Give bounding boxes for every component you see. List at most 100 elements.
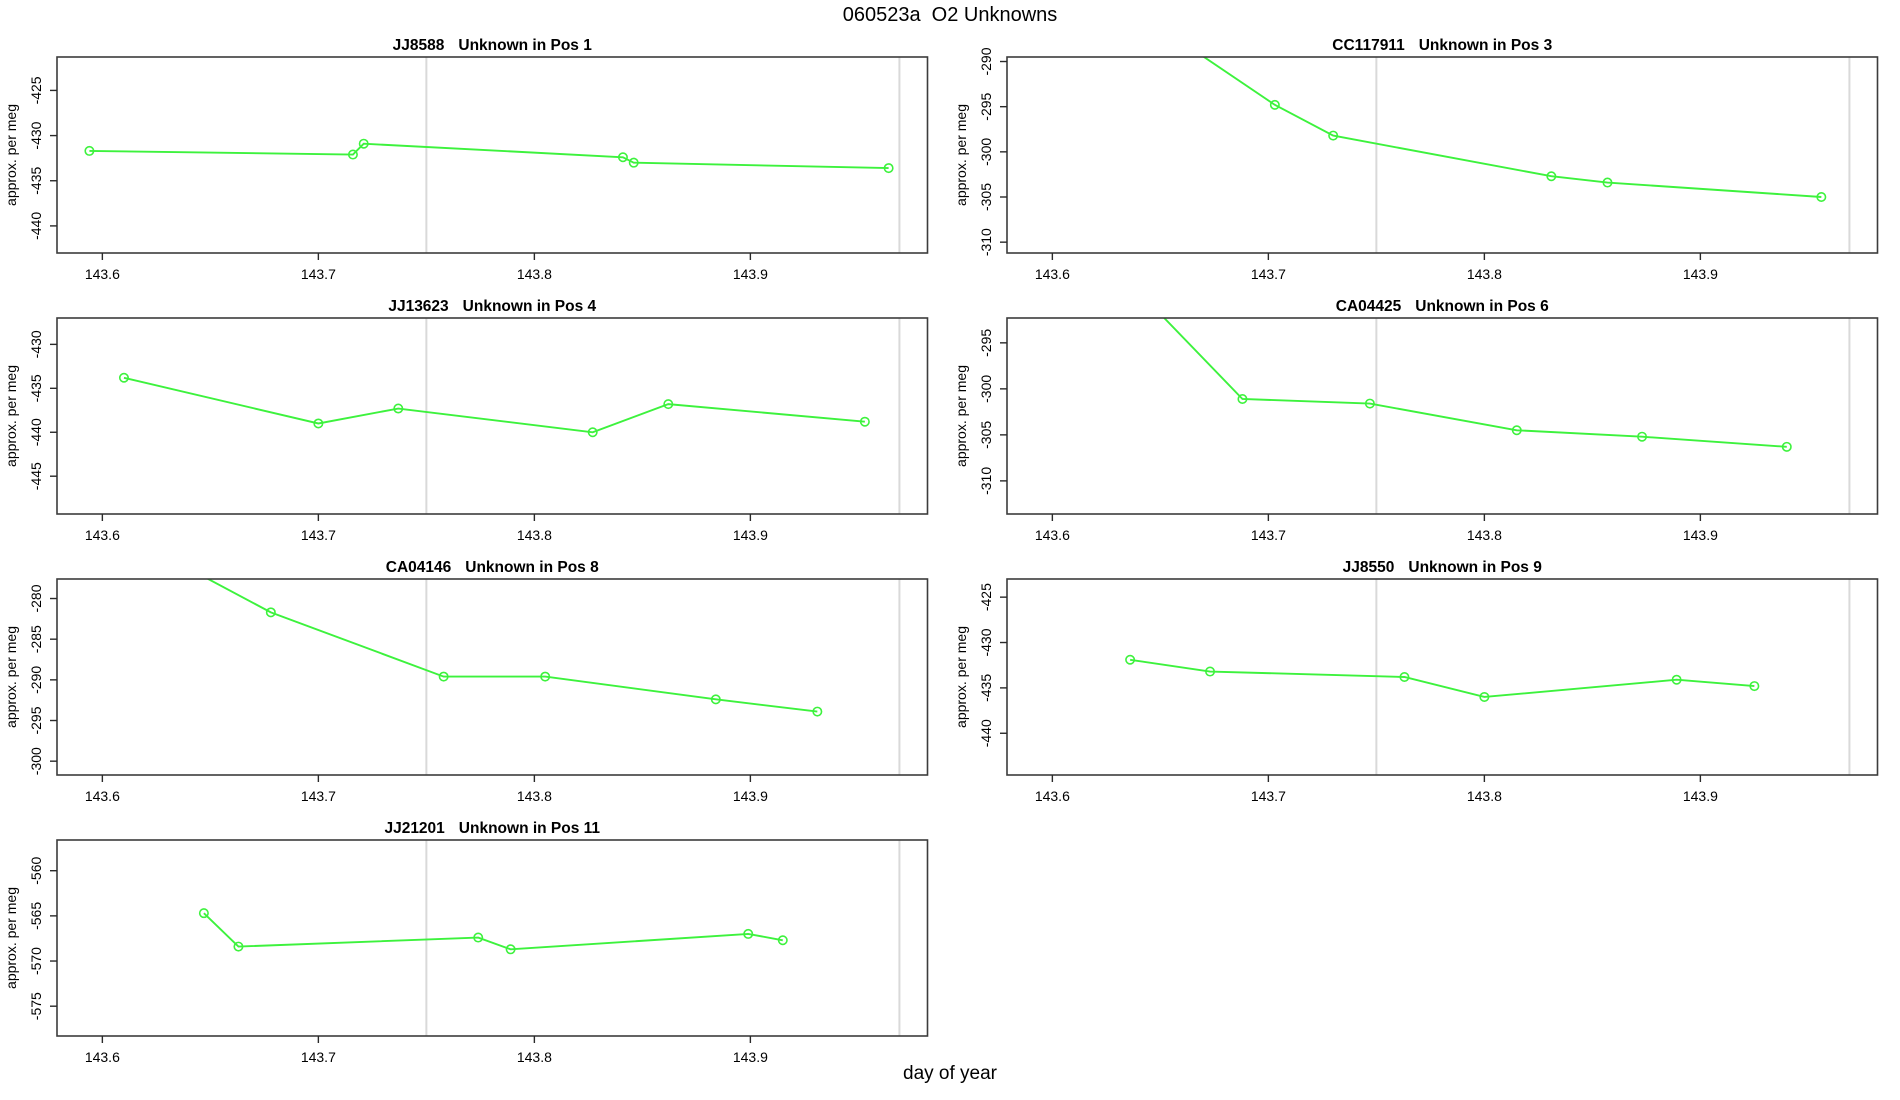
plot-line	[89, 142, 889, 170]
x-tick-label: 143.7	[301, 266, 336, 282]
y-tick-label: -575	[28, 992, 44, 1020]
data-point-marker	[1237, 393, 1248, 404]
plot-box-border	[1006, 56, 1879, 254]
x-tick-label: 143.6	[85, 266, 120, 282]
data-point-marker	[540, 671, 551, 682]
data-point-marker	[1546, 171, 1557, 182]
data-point-marker	[883, 163, 894, 174]
subplot-title: JJ8588 Unknown in Pos 1	[393, 37, 593, 54]
data-point-marker	[1749, 681, 1760, 692]
y-axis-label: approx. per meg	[3, 887, 19, 989]
y-tick-label: -445	[28, 462, 44, 490]
y-tick-label: -435	[28, 167, 44, 195]
x-tick-label: 143.8	[1467, 266, 1502, 282]
data-point-marker	[1781, 441, 1792, 452]
subplot-canvas-jj21201: JJ21201 Unknown in Pos 11 143.6 143.7 143.8 1…	[3, 820, 929, 1065]
data-point-marker	[777, 935, 788, 946]
x-tick-label: 143.9	[733, 527, 768, 543]
data-point-marker	[1816, 192, 1827, 203]
x-tick-label: 143.6	[85, 1049, 120, 1065]
y-tick-label: -310	[978, 467, 994, 495]
y-tick-label: -565	[28, 902, 44, 930]
plot-box-border	[56, 578, 929, 776]
y-axis-label: approx. per meg	[953, 626, 969, 728]
plot-line	[1162, 318, 1787, 448]
y-tick-label: -560	[28, 856, 44, 884]
y-tick-label: -295	[978, 92, 994, 120]
subplot-cc117911: CC117911 Unknown in Pos 3 143.6 143.7 143.8 1…	[950, 27, 1900, 293]
subplot-canvas-ca04425: CA04425 Unknown in Pos 6 143.6 143.7 143.8 14…	[953, 298, 1879, 543]
data-point-marker	[1125, 654, 1136, 665]
subplot-canvas-cc117911: CC117911 Unknown in Pos 3 143.6 143.7 143.8 1…	[953, 37, 1879, 282]
y-tick-label: -425	[978, 583, 994, 611]
figure-title: 060523a O2 Unknowns	[842, 4, 1058, 26]
data-point-marker	[438, 671, 449, 682]
data-point-marker	[1399, 672, 1410, 683]
x-tick-label: 143.6	[85, 788, 120, 804]
x-tick-label: 143.6	[1035, 527, 1070, 543]
plot-line	[1129, 658, 1755, 698]
subplot-ca04425: CA04425 Unknown in Pos 6 143.6 143.7 143.8 14…	[950, 288, 1900, 554]
data-point-marker	[859, 416, 870, 427]
data-point-marker	[1205, 666, 1216, 677]
subplot-title: JJ13623 Unknown in Pos 4	[388, 298, 596, 315]
y-tick-label: -290	[28, 666, 44, 694]
plot-box-border	[56, 317, 929, 515]
subplot-title: CA04425 Unknown in Pos 6	[1336, 298, 1549, 315]
data-point-marker	[1602, 177, 1613, 188]
data-point-marker	[743, 928, 754, 939]
y-tick-label: -295	[978, 329, 994, 357]
subplot-title: JJ8550 Unknown in Pos 9	[1343, 559, 1543, 576]
y-tick-label: -280	[28, 584, 44, 612]
data-point-marker	[1328, 130, 1339, 141]
x-tick-label: 143.9	[1683, 266, 1718, 282]
plot-line	[206, 579, 818, 713]
x-tick-label: 143.8	[517, 1049, 552, 1065]
x-tick-label: 143.9	[1683, 788, 1718, 804]
data-point-marker	[1479, 691, 1490, 702]
series-group	[118, 372, 870, 438]
subplot-canvas-jj8550: JJ8550 Unknown in Pos 9 143.6 143.7 143.8 143…	[953, 559, 1879, 804]
plot-line	[203, 912, 783, 951]
series-group	[198, 908, 788, 955]
x-tick-label: 143.9	[733, 1049, 768, 1065]
x-tick-label: 143.7	[1251, 266, 1286, 282]
x-tick-label: 143.7	[301, 1049, 336, 1065]
data-point-marker	[141, 549, 149, 550]
x-tick-label: 143.9	[733, 788, 768, 804]
y-axis-label: approx. per meg	[3, 104, 19, 206]
data-point-marker	[1637, 431, 1648, 442]
y-axis-label: approx. per meg	[953, 365, 969, 467]
data-point-marker	[628, 157, 639, 168]
x-tick-label: 143.8	[1467, 788, 1502, 804]
plot-box-border	[1006, 578, 1879, 776]
y-tick-label: -440	[978, 719, 994, 747]
y-tick-label: -300	[978, 138, 994, 166]
y-tick-label: -425	[28, 76, 44, 104]
data-point-marker	[710, 694, 721, 705]
y-tick-label: -310	[978, 228, 994, 256]
y-axis-label: approx. per meg	[953, 104, 969, 206]
y-tick-label: -440	[28, 418, 44, 446]
subplot-jj8588: JJ8588 Unknown in Pos 1 143.6 143.7 143.8 143…	[0, 27, 950, 293]
subplot-title: CA04146 Unknown in Pos 8	[386, 559, 599, 576]
x-tick-label: 143.8	[517, 788, 552, 804]
subplot-canvas-jj13623: JJ13623 Unknown in Pos 4 143.6 143.7 143.8 14…	[3, 298, 929, 543]
series-group	[141, 549, 823, 717]
y-tick-label: -300	[28, 747, 44, 775]
subplot-canvas-ca04146: CA04146 Unknown in Pos 8 143.6 143.7 143.8 14…	[3, 549, 929, 804]
plot-box-border	[56, 839, 929, 1037]
y-tick-label: -440	[28, 212, 44, 240]
subplot-jj8550: JJ8550 Unknown in Pos 9 143.6 143.7 143.8 143…	[950, 549, 1900, 815]
x-tick-label: 143.8	[517, 527, 552, 543]
data-point-marker	[84, 145, 95, 156]
data-point-marker	[1671, 674, 1682, 685]
series-group	[1202, 57, 1827, 203]
plot-box-border	[56, 56, 929, 254]
x-tick-label: 143.6	[1035, 788, 1070, 804]
y-tick-label: -570	[28, 947, 44, 975]
plot-box-border	[1006, 317, 1879, 515]
data-point-marker	[663, 399, 674, 410]
data-point-marker	[313, 418, 324, 429]
